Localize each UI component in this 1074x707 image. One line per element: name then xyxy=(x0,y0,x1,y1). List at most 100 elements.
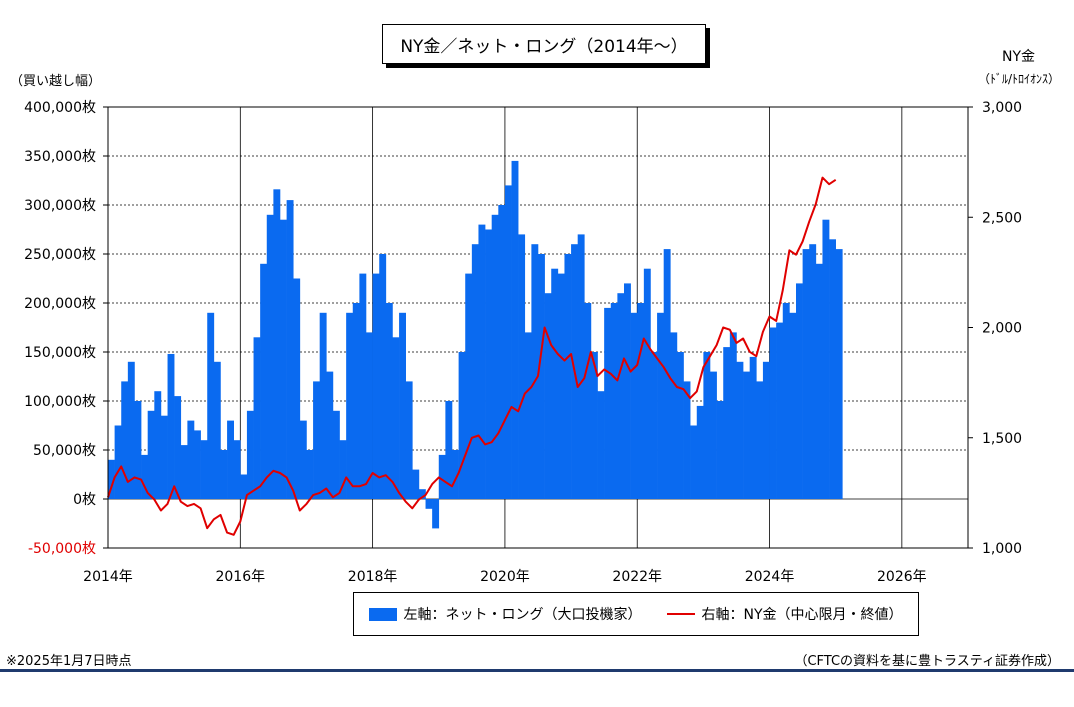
net-long-bar xyxy=(703,352,711,499)
net-long-bar xyxy=(332,410,340,499)
net-long-bar xyxy=(564,254,572,499)
net-long-bar xyxy=(511,160,519,499)
net-long-bar xyxy=(425,499,433,509)
net-long-bar xyxy=(690,425,698,499)
x-tick-label: 2016年 xyxy=(215,569,265,585)
net-long-bar xyxy=(756,381,764,499)
net-long-bar xyxy=(220,450,228,499)
net-long-bar xyxy=(650,352,658,499)
date-note: ※2025年1月7日時点 xyxy=(6,654,132,669)
left-axis-label: （買い越し幅） xyxy=(10,74,102,89)
net-long-bar xyxy=(134,401,142,499)
net-long-bar xyxy=(491,214,499,500)
x-tick-label: 2024年 xyxy=(745,569,795,585)
net-long-bar xyxy=(802,249,810,499)
net-long-bar xyxy=(399,312,406,499)
net-long-bar xyxy=(114,425,122,499)
left-tick-label: -50,000枚 xyxy=(28,541,96,557)
left-tick-label: 400,000枚 xyxy=(24,100,96,116)
net-long-bar xyxy=(696,405,704,499)
legend: 左軸：ネット・ロング（大口投機家） 右軸：NY金（中心限月・終値） xyxy=(353,592,919,636)
net-long-bar xyxy=(624,283,631,499)
net-long-bar xyxy=(372,273,380,499)
net-long-bar xyxy=(610,303,618,499)
net-long-bar xyxy=(544,293,552,499)
net-long-bar xyxy=(485,229,492,499)
right-tick-label: 2,500 xyxy=(982,210,1022,226)
left-tick-label: 150,000枚 xyxy=(24,345,96,361)
net-long-bar xyxy=(260,263,268,499)
left-tick-label: 250,000枚 xyxy=(24,247,96,263)
net-long-bar xyxy=(478,224,486,499)
legend-label-gold-price: 右軸：NY金（中心限月・終値） xyxy=(701,607,903,623)
net-long-bar xyxy=(518,234,526,499)
gold-price-line-group xyxy=(107,176,837,536)
net-long-bar xyxy=(729,332,737,499)
net-long-bar xyxy=(405,381,413,499)
net-long-bar xyxy=(385,303,393,499)
net-long-bar xyxy=(458,352,466,499)
net-long-bar xyxy=(299,420,307,499)
net-long-bar xyxy=(524,332,532,499)
net-long-bar xyxy=(306,450,314,499)
net-long-bar xyxy=(200,440,208,499)
net-long-bar xyxy=(233,440,241,499)
x-tick-label: 2018年 xyxy=(348,569,398,585)
net-long-bar xyxy=(657,312,664,499)
net-long-bar xyxy=(683,381,691,499)
net-long-bar xyxy=(498,205,506,499)
x-tick-label: 2022年 xyxy=(612,569,662,585)
right-tick-label: 1,000 xyxy=(982,541,1022,557)
right-tick-label: 3,000 xyxy=(982,100,1022,116)
net-long-bar xyxy=(670,332,678,499)
x-tick-label: 2026年 xyxy=(877,569,927,585)
net-long-bar xyxy=(174,396,182,499)
net-long-bar xyxy=(339,440,347,499)
net-long-bar xyxy=(154,391,162,499)
left-tick-label: 350,000枚 xyxy=(24,149,96,165)
net-long-bar xyxy=(280,219,287,499)
net-long-bar xyxy=(286,200,294,499)
net-long-bar xyxy=(366,332,373,499)
net-long-bar xyxy=(471,244,479,499)
net-long-bar xyxy=(127,361,135,499)
net-long-bar xyxy=(597,391,605,499)
left-tick-label: 300,000枚 xyxy=(24,198,96,214)
legend-swatch-line xyxy=(667,613,696,615)
net-long-bar xyxy=(445,401,453,499)
left-axis-ticks: 400,000枚 350,000枚 300,000枚 250,000枚 200,000枚… xyxy=(24,100,108,557)
net-long-bar xyxy=(796,283,803,499)
right-axis-unit: （ﾄﾞﾙ/ﾄﾛｲｵﾝｽ） xyxy=(978,72,1061,86)
net-long-bar xyxy=(160,415,168,499)
net-long-bar xyxy=(637,303,645,499)
net-long-bar xyxy=(822,219,830,499)
net-long-bar xyxy=(452,450,459,499)
net-long-bar xyxy=(557,273,565,499)
net-long-bar xyxy=(108,459,115,499)
net-long-bar xyxy=(121,381,129,499)
net-long-bar xyxy=(716,401,724,499)
net-long-bar xyxy=(551,268,559,499)
net-long-bar xyxy=(438,454,446,499)
net-long-bar xyxy=(736,361,744,499)
net-long-bar xyxy=(577,234,585,499)
net-long-bar xyxy=(293,278,301,499)
net-long-bar xyxy=(253,337,261,499)
chart-title: NY金／ネット・ロング（2014年～） xyxy=(382,24,706,64)
net-long-bar xyxy=(630,312,638,499)
net-long-bar xyxy=(809,244,817,499)
net-long-bar xyxy=(180,445,188,499)
net-long-bars xyxy=(108,160,843,529)
net-long-bar xyxy=(782,303,790,499)
net-long-bar xyxy=(187,420,195,499)
net-long-bar xyxy=(379,254,387,499)
net-long-bar xyxy=(743,371,750,499)
net-long-bar xyxy=(749,356,757,499)
net-long-bar xyxy=(789,312,797,499)
left-tick-label: 50,000枚 xyxy=(33,443,96,459)
right-tick-label: 2,000 xyxy=(982,321,1022,337)
legend-label-net-long: 左軸：ネット・ロング（大口投機家） xyxy=(403,607,642,623)
net-long-bar xyxy=(359,273,367,499)
net-long-bar xyxy=(590,352,598,499)
